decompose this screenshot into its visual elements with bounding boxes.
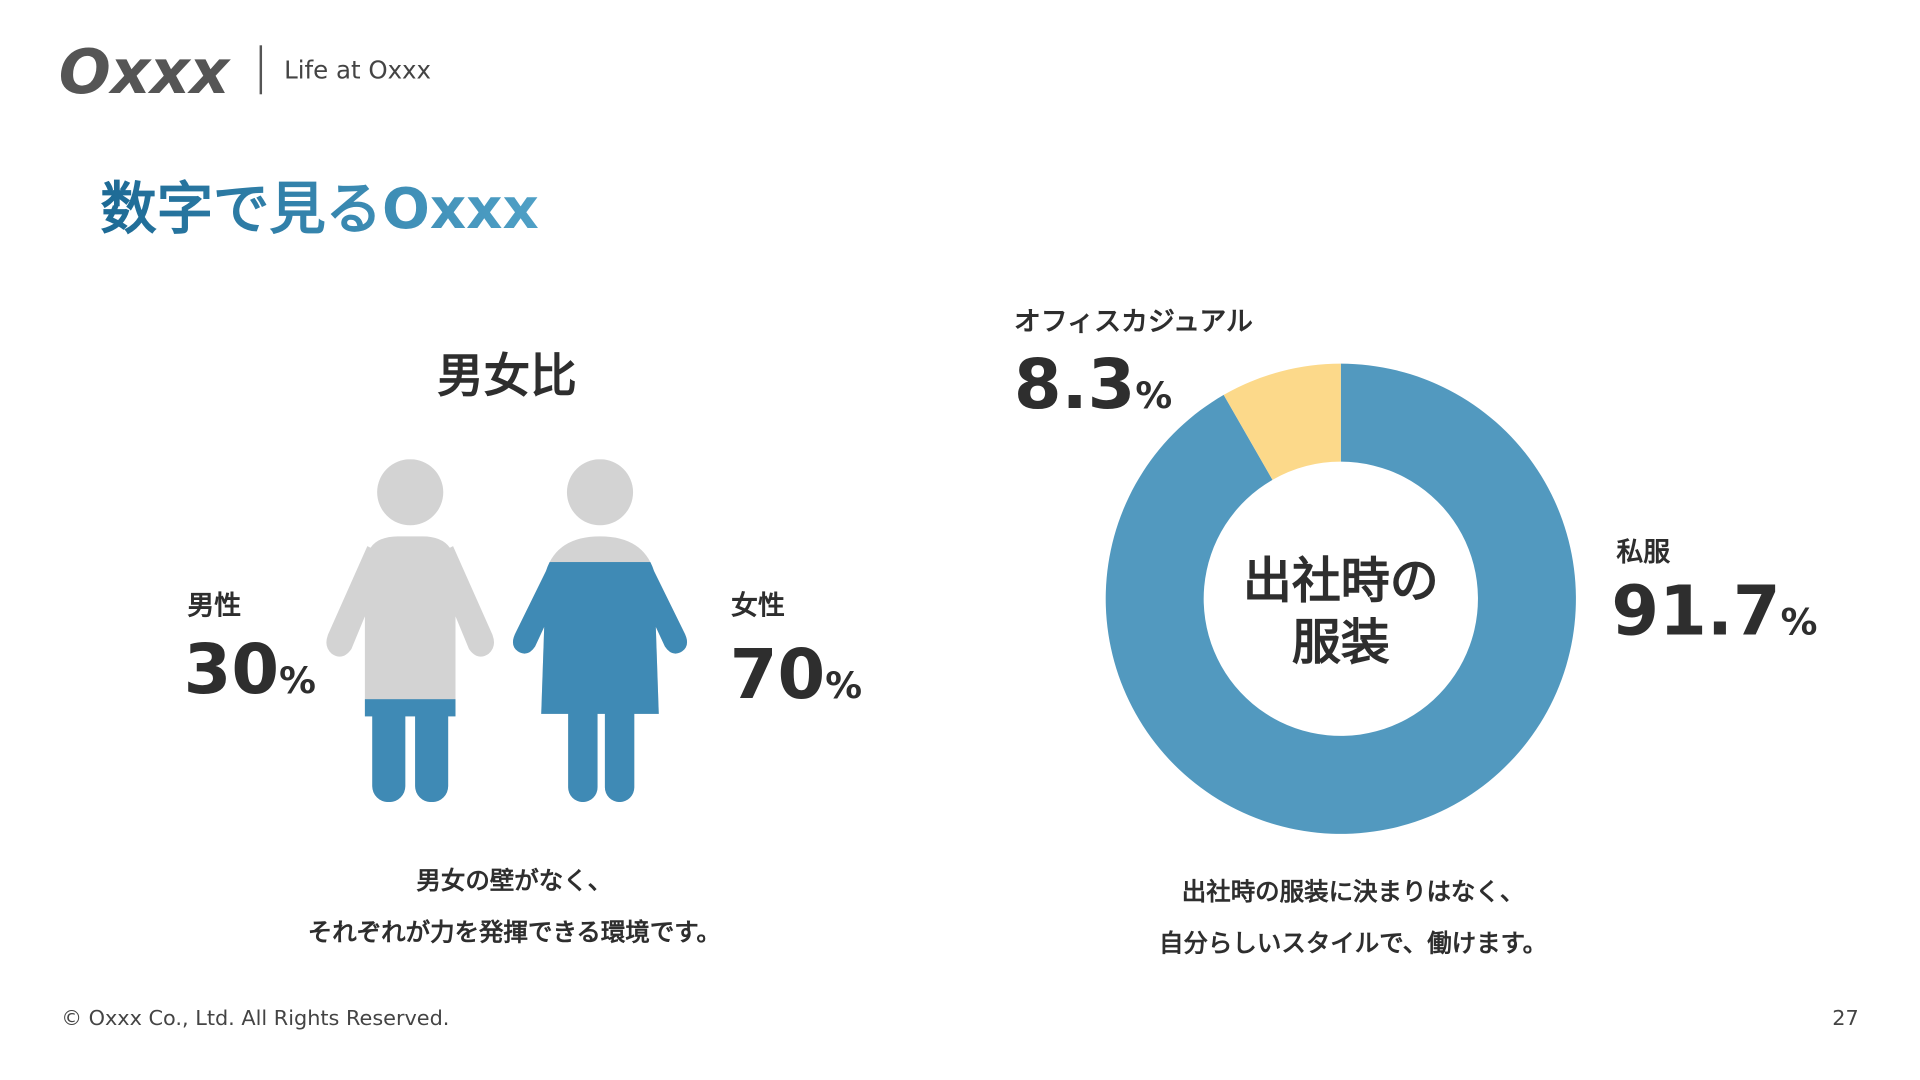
value: 8.3 — [1014, 345, 1135, 425]
caption: 男女の壁がなく、 — [416, 866, 612, 895]
value: 70 — [730, 635, 825, 715]
page-title: 数字で見るOxxx — [100, 177, 538, 242]
chart-title: 男女比 — [437, 349, 577, 403]
value: 91.7 — [1611, 571, 1780, 651]
category-label: オフィスカジュアル — [1014, 307, 1253, 338]
value: 30 — [184, 630, 279, 710]
value-label: 30% — [184, 630, 316, 710]
value-label: 91.7% — [1611, 571, 1817, 651]
unit: % — [1135, 374, 1172, 417]
caption: 出社時の服装に決まりはなく、 — [1182, 877, 1525, 906]
center-label: 出社時の — [1243, 553, 1439, 610]
center-label: 服装 — [1292, 614, 1390, 671]
tagline: Life at Oxxx — [284, 55, 431, 84]
category-label: 男性 — [187, 591, 241, 622]
figure-fill — [326, 699, 495, 803]
caption: 自分らしいスタイルで、働けます。 — [1159, 928, 1547, 957]
caption: それぞれが力を発揮できる環境です。 — [308, 917, 721, 946]
value-label: 70% — [730, 635, 862, 715]
category-label: 女性 — [731, 590, 785, 622]
donut-slice — [1105, 363, 1576, 834]
category-label: 私服 — [1616, 537, 1670, 568]
unit: % — [1781, 600, 1818, 643]
value-label: 8.3% — [1014, 345, 1172, 425]
donut-slice — [1223, 363, 1341, 480]
page-number: 27 — [1832, 1006, 1858, 1030]
copyright: © Oxxx Co., Ltd. All Rights Reserved. — [61, 1006, 449, 1030]
unit: % — [279, 659, 316, 702]
logo: Oxxx — [59, 37, 232, 108]
unit: % — [825, 664, 862, 707]
